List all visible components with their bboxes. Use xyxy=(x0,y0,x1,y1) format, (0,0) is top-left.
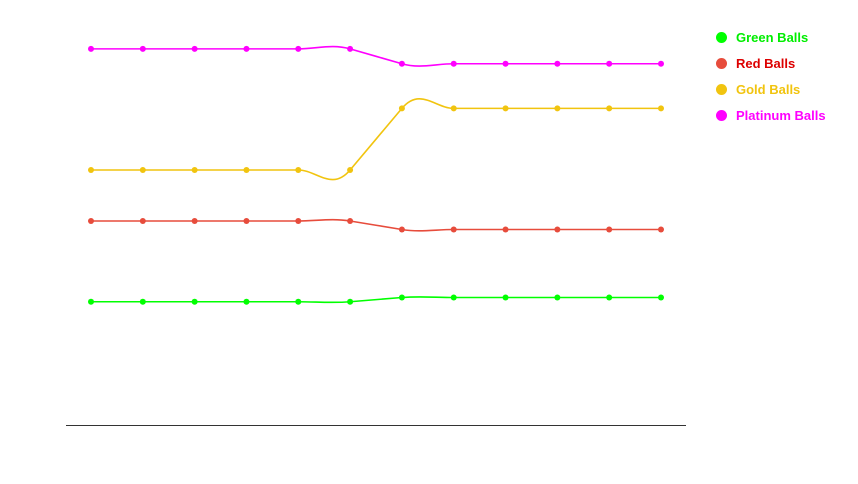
green-balls-point-3[interactable] xyxy=(191,298,198,305)
legend-label: Green Balls xyxy=(736,29,809,45)
gold-balls-point-7[interactable] xyxy=(398,105,405,112)
green-balls-point-5[interactable] xyxy=(295,298,302,305)
red-balls-point-7[interactable] xyxy=(398,226,405,233)
red-balls-point-1[interactable] xyxy=(88,218,94,224)
red-balls-point-12[interactable] xyxy=(658,226,664,233)
green-balls-point-8[interactable] xyxy=(450,294,457,301)
platinum-balls-point-9[interactable] xyxy=(502,60,509,67)
platinum-balls-point-5[interactable] xyxy=(295,45,302,52)
gold-balls-line xyxy=(91,97,661,181)
gold-balls-point-6[interactable] xyxy=(347,167,354,173)
red-balls-line xyxy=(91,218,661,232)
red-balls-point-5[interactable] xyxy=(295,218,302,224)
platinum-balls-point-12[interactable] xyxy=(658,60,664,67)
gold-balls-point-3[interactable] xyxy=(191,167,198,173)
platinum-balls-point-4[interactable] xyxy=(243,45,250,52)
gold-balls-point-9[interactable] xyxy=(502,105,509,112)
legend-item-platinum-balls[interactable]: Platinum Balls xyxy=(716,102,826,128)
gold-balls-point-1[interactable] xyxy=(88,167,94,173)
legend-item-red-balls[interactable]: Red Balls xyxy=(716,50,826,76)
legend-marker-icon xyxy=(716,57,727,69)
red-balls-point-4[interactable] xyxy=(243,218,250,224)
gold-balls-point-5[interactable] xyxy=(295,167,302,173)
red-balls-point-8[interactable] xyxy=(450,226,457,233)
green-balls-line xyxy=(91,296,661,304)
green-balls-point-4[interactable] xyxy=(243,298,250,305)
legend-marker-icon xyxy=(716,109,727,121)
platinum-balls-point-8[interactable] xyxy=(450,60,457,67)
platinum-balls-point-6[interactable] xyxy=(347,45,354,52)
platinum-balls-line xyxy=(91,45,661,67)
gold-balls-point-11[interactable] xyxy=(606,105,613,112)
green-balls-point-9[interactable] xyxy=(502,294,509,301)
legend-label: Red Balls xyxy=(736,55,796,71)
series-layer xyxy=(88,45,664,305)
legend: Green Balls Red Balls Gold Balls Platinum B… xyxy=(716,24,826,128)
platinum-balls-point-7[interactable] xyxy=(398,60,405,67)
legend-marker-icon xyxy=(716,83,727,95)
legend-item-green-balls[interactable]: Green Balls xyxy=(716,24,826,50)
green-balls-point-1[interactable] xyxy=(88,298,94,305)
green-balls-point-11[interactable] xyxy=(606,294,613,301)
platinum-balls-point-11[interactable] xyxy=(606,60,613,67)
green-balls-point-7[interactable] xyxy=(398,294,405,301)
red-balls-point-6[interactable] xyxy=(347,218,354,224)
gold-balls-point-12[interactable] xyxy=(658,105,664,112)
red-balls-point-9[interactable] xyxy=(502,226,509,233)
red-balls-point-3[interactable] xyxy=(191,218,198,224)
gold-balls-point-2[interactable] xyxy=(139,167,146,173)
green-balls-point-12[interactable] xyxy=(658,294,664,301)
green-balls-point-10[interactable] xyxy=(554,294,561,301)
platinum-balls-point-2[interactable] xyxy=(139,45,146,52)
legend-item-gold-balls[interactable]: Gold Balls xyxy=(716,76,826,102)
gold-balls-point-8[interactable] xyxy=(450,105,457,112)
legend-label: Gold Balls xyxy=(736,81,801,97)
red-balls-point-2[interactable] xyxy=(139,218,146,224)
red-balls-point-10[interactable] xyxy=(554,226,561,233)
legend-marker-icon xyxy=(716,31,727,43)
platinum-balls-point-1[interactable] xyxy=(88,45,94,52)
platinum-balls-point-10[interactable] xyxy=(554,60,561,67)
gold-balls-point-4[interactable] xyxy=(243,167,250,173)
gold-balls-point-10[interactable] xyxy=(554,105,561,112)
green-balls-point-6[interactable] xyxy=(347,298,354,305)
red-balls-point-11[interactable] xyxy=(606,226,613,233)
green-balls-point-2[interactable] xyxy=(139,298,146,305)
platinum-balls-point-3[interactable] xyxy=(191,45,198,52)
legend-label: Platinum Balls xyxy=(736,107,826,123)
